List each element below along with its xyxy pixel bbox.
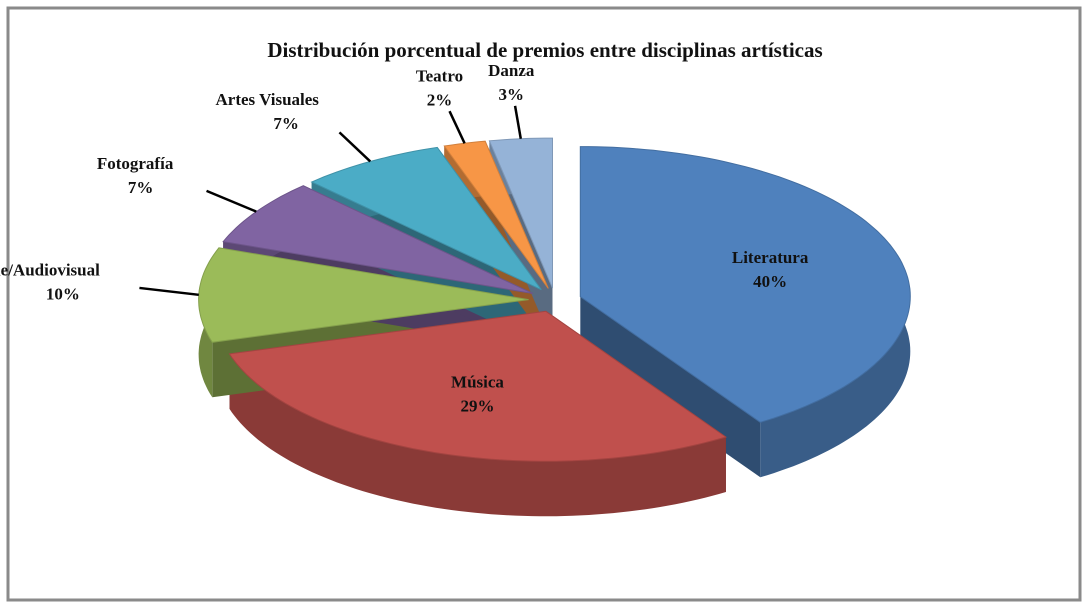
slice-label: Teatro (416, 67, 463, 86)
slice-value-label: 29% (461, 397, 495, 416)
leader-line (206, 189, 257, 213)
slice-value-label: 40% (753, 272, 787, 291)
leader-line (139, 286, 199, 297)
slice-label: Danza (488, 61, 535, 80)
slice-value-label: 2% (427, 91, 453, 110)
slice-label: Música (451, 373, 504, 392)
slice-value-label: 3% (499, 85, 525, 104)
slice-label: Fotografía (97, 154, 174, 173)
slice-label: Cine/Audiovisual (0, 260, 100, 279)
slice-value-label: 7% (128, 178, 154, 197)
slice (443, 140, 549, 289)
slice (228, 310, 728, 462)
slice-value-label: 7% (273, 114, 299, 133)
slice-label: Literatura (732, 248, 809, 267)
slice-value-label: 10% (46, 284, 80, 303)
slice-rim (229, 353, 726, 517)
leader-line (338, 131, 372, 163)
slice (579, 146, 911, 423)
slice (198, 247, 529, 343)
leader-line (448, 110, 466, 144)
slice-tops (198, 137, 911, 462)
chart-title: Distribución porcentual de premios entre… (267, 38, 822, 62)
leader-line (513, 105, 523, 139)
slice-label: Artes Visuales (216, 90, 320, 109)
